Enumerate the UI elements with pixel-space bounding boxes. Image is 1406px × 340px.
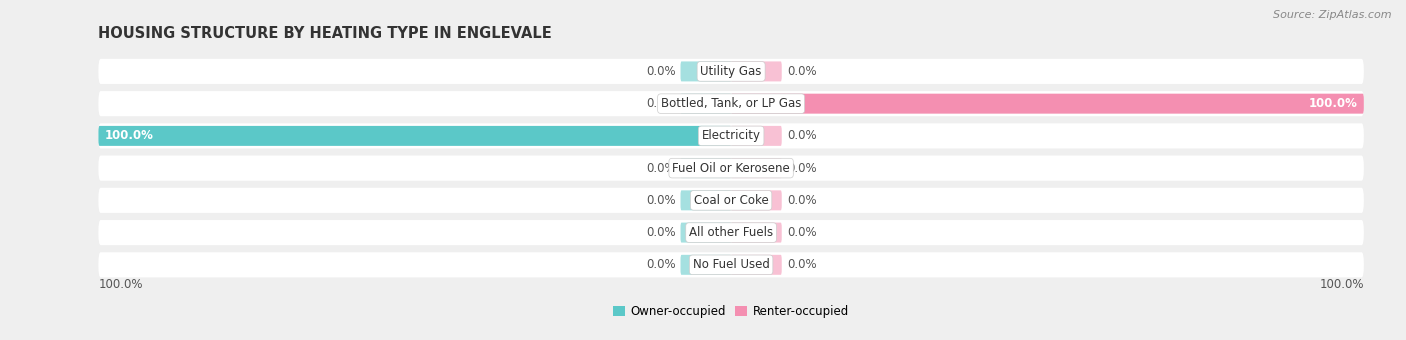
Text: 0.0%: 0.0% (787, 226, 817, 239)
FancyBboxPatch shape (98, 91, 1364, 116)
Text: 0.0%: 0.0% (645, 258, 675, 271)
Text: 0.0%: 0.0% (645, 65, 675, 78)
FancyBboxPatch shape (98, 126, 731, 146)
FancyBboxPatch shape (98, 156, 1364, 181)
FancyBboxPatch shape (98, 123, 1364, 149)
Text: 0.0%: 0.0% (787, 65, 817, 78)
Text: 0.0%: 0.0% (787, 162, 817, 175)
FancyBboxPatch shape (98, 220, 1364, 245)
Text: 100.0%: 100.0% (1319, 278, 1364, 291)
Text: Source: ZipAtlas.com: Source: ZipAtlas.com (1274, 10, 1392, 20)
FancyBboxPatch shape (681, 223, 731, 242)
Text: 100.0%: 100.0% (1309, 97, 1358, 110)
Text: 0.0%: 0.0% (645, 162, 675, 175)
Text: All other Fuels: All other Fuels (689, 226, 773, 239)
FancyBboxPatch shape (731, 158, 782, 178)
FancyBboxPatch shape (98, 188, 1364, 213)
Text: 0.0%: 0.0% (787, 258, 817, 271)
Text: 100.0%: 100.0% (104, 130, 153, 142)
Text: Electricity: Electricity (702, 130, 761, 142)
Text: Coal or Coke: Coal or Coke (693, 194, 769, 207)
FancyBboxPatch shape (731, 223, 782, 242)
Text: 0.0%: 0.0% (645, 97, 675, 110)
Text: 0.0%: 0.0% (787, 194, 817, 207)
FancyBboxPatch shape (731, 190, 782, 210)
FancyBboxPatch shape (731, 62, 782, 81)
Text: 100.0%: 100.0% (98, 278, 143, 291)
FancyBboxPatch shape (98, 59, 1364, 84)
Text: 0.0%: 0.0% (645, 194, 675, 207)
FancyBboxPatch shape (681, 158, 731, 178)
Text: HOUSING STRUCTURE BY HEATING TYPE IN ENGLEVALE: HOUSING STRUCTURE BY HEATING TYPE IN ENG… (98, 26, 553, 41)
Text: 0.0%: 0.0% (645, 226, 675, 239)
FancyBboxPatch shape (681, 62, 731, 81)
FancyBboxPatch shape (98, 252, 1364, 277)
FancyBboxPatch shape (681, 190, 731, 210)
Text: Bottled, Tank, or LP Gas: Bottled, Tank, or LP Gas (661, 97, 801, 110)
FancyBboxPatch shape (681, 94, 731, 114)
Legend: Owner-occupied, Renter-occupied: Owner-occupied, Renter-occupied (607, 300, 855, 323)
Text: 0.0%: 0.0% (787, 130, 817, 142)
Text: No Fuel Used: No Fuel Used (693, 258, 769, 271)
Text: Utility Gas: Utility Gas (700, 65, 762, 78)
Text: Fuel Oil or Kerosene: Fuel Oil or Kerosene (672, 162, 790, 175)
FancyBboxPatch shape (731, 126, 782, 146)
FancyBboxPatch shape (681, 255, 731, 275)
FancyBboxPatch shape (731, 94, 1364, 114)
FancyBboxPatch shape (731, 255, 782, 275)
